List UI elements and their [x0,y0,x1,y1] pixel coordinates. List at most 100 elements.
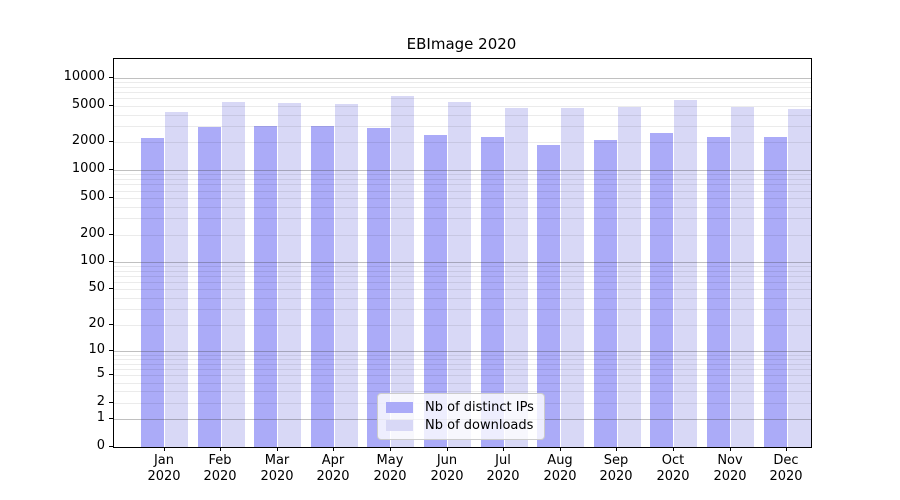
y-tick-label-50: 50 [88,280,105,295]
gridline-6 [114,369,811,370]
bar-distinct-ips-dec [763,136,787,447]
y-tick-label-2000: 2000 [71,133,105,148]
bar-downloads-dec [787,109,811,447]
y-tick-label-1: 1 [96,410,105,425]
gridline-6000 [114,98,811,99]
bar-downloads-nov [731,107,754,447]
legend-swatch-downloads-icon [386,419,413,431]
bar-distinct-ips-may [367,127,391,447]
legend-entry-downloads: Nb of downloads [378,416,544,434]
gridline-50 [114,289,811,290]
gridline-500 [114,198,811,199]
y-tick-100 [109,261,113,262]
bar-downloads-oct [674,99,698,447]
gridline-80 [114,271,811,272]
gridline-5000 [114,106,811,107]
bar-downloads-sep [617,107,641,447]
y-tick-2000 [109,141,113,142]
y-tick-1000 [109,169,113,170]
bar-downloads-apr [334,104,358,447]
x-tick-sep [616,447,617,451]
y-tick-20 [109,324,113,325]
y-tick-1 [109,418,113,419]
y-tick-0 [109,446,113,447]
gridline-60 [114,282,811,283]
gridline-100 [114,262,811,263]
bars-layer [114,59,811,447]
y-tick-label-20: 20 [88,316,105,331]
y-tick-10000 [109,77,113,78]
x-tick-label-sep: Sep 2020 [599,453,633,484]
y-tick-label-10000: 10000 [63,69,105,84]
gridline-40 [114,298,811,299]
chart-title: EBImage 2020 [406,35,517,53]
x-tick-label-mar: Mar 2020 [260,453,294,484]
bar-downloads-may [391,96,415,447]
bar-downloads-jul [504,107,528,447]
x-tick-label-nov: Nov 2020 [713,453,747,484]
gridline-9000 [114,82,811,83]
gridline-8000 [114,87,811,88]
gridline-300 [114,218,811,219]
x-tick-jun [447,447,448,451]
gridlines-layer [114,59,811,447]
gridline-2000 [114,142,811,143]
x-tick-label-jul: Jul 2020 [486,453,520,484]
y-tick-2 [109,402,113,403]
bar-downloads-jun [448,101,471,447]
x-tick-jan [164,447,165,451]
gridline-3000 [114,126,811,127]
legend: Nb of distinct IPs Nb of downloads [377,393,545,440]
gridline-10000 [114,78,811,79]
legend-label-downloads: Nb of downloads [425,417,534,433]
x-tick-label-may: May 2020 [373,453,407,484]
gridline-200 [114,235,811,236]
x-tick-label-dec: Dec 2020 [769,453,803,484]
x-tick-feb [220,447,221,451]
y-tick-10 [109,350,113,351]
y-tick-label-1000: 1000 [71,161,105,176]
bar-distinct-ips-jul [480,136,504,447]
y-tick-label-5: 5 [96,366,105,381]
x-tick-may [390,447,391,451]
bar-downloads-jan [165,111,188,447]
x-tick-apr [333,447,334,451]
y-tick-label-100: 100 [80,253,105,268]
gridline-90 [114,266,811,267]
gridline-4 [114,383,811,384]
gridline-70 [114,276,811,277]
legend-label-distinct-ips: Nb of distinct IPs [425,399,534,415]
legend-entry-distinct-ips: Nb of distinct IPs [378,398,544,416]
gridline-600 [114,191,811,192]
gridline-9 [114,355,811,356]
y-tick-label-0: 0 [96,438,105,453]
gridline-5 [114,375,811,376]
bar-distinct-ips-mar [254,125,278,447]
y-tick-label-200: 200 [80,226,105,241]
bar-distinct-ips-oct [650,132,674,447]
y-tick-5 [109,374,113,375]
x-tick-dec [786,447,787,451]
gridline-900 [114,174,811,175]
y-tick-label-10: 10 [88,342,105,357]
bar-downloads-mar [278,102,302,447]
gridline-30 [114,309,811,310]
gridline-20 [114,325,811,326]
gridline-800 [114,179,811,180]
y-tick-label-2: 2 [96,394,105,409]
gridline-700 [114,184,811,185]
gridline-3 [114,391,811,392]
x-tick-label-apr: Apr 2020 [316,453,350,484]
x-tick-label-jan: Jan 2020 [147,453,181,484]
x-tick-label-jun: Jun 2020 [430,453,464,484]
bar-distinct-ips-nov [707,136,730,447]
x-tick-label-feb: Feb 2020 [203,453,237,484]
x-tick-oct [673,447,674,451]
bar-distinct-ips-apr [310,126,334,447]
y-tick-5000 [109,105,113,106]
x-tick-mar [277,447,278,451]
y-tick-500 [109,197,113,198]
y-tick-200 [109,234,113,235]
bar-distinct-ips-sep [593,139,617,447]
